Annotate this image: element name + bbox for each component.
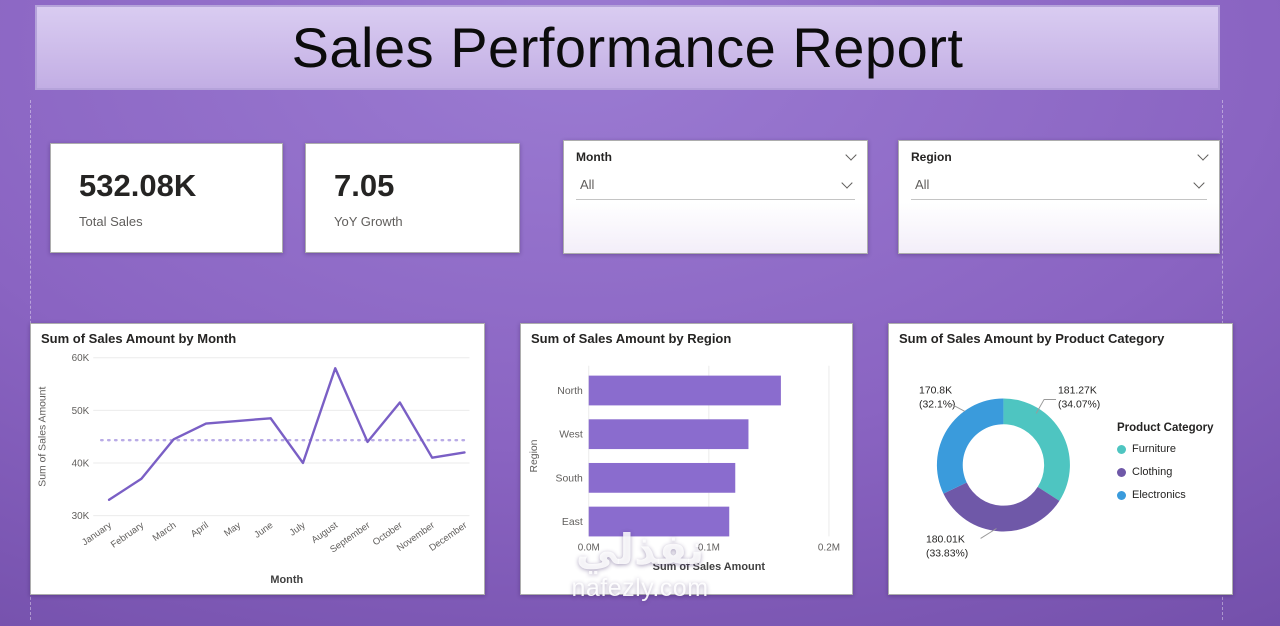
kpi-card-total-sales: 532.08K Total Sales	[50, 143, 283, 253]
svg-text:January: January	[79, 519, 113, 547]
donut-legend: Product Category Furniture Clothing Electr…	[1117, 422, 1231, 512]
slicer-region: Region All	[898, 140, 1220, 254]
slicer-month-title: Month	[576, 150, 612, 164]
legend-dot-icon	[1117, 490, 1126, 500]
svg-text:March: March	[150, 519, 178, 543]
slicer-month-header: Month	[576, 149, 857, 164]
svg-text:Sum of Sales Amount: Sum of Sales Amount	[653, 561, 766, 573]
svg-text:181.27K: 181.27K	[1058, 385, 1097, 396]
svg-text:West: West	[559, 430, 583, 441]
svg-text:February: February	[108, 519, 145, 550]
svg-text:South: South	[556, 473, 583, 484]
svg-text:180.01K: 180.01K	[926, 534, 965, 545]
kpi-label-yoy-growth: YoY Growth	[334, 214, 403, 229]
chevron-down-icon	[841, 176, 853, 189]
slicer-month-dropdown[interactable]: All	[576, 175, 855, 200]
svg-text:June: June	[252, 519, 275, 540]
legend-dot-icon	[1117, 444, 1126, 454]
kpi-label-total-sales: Total Sales	[79, 214, 143, 229]
legend-item-furniture[interactable]: Furniture	[1117, 443, 1231, 455]
svg-text:Sum of Sales Amount: Sum of Sales Amount	[38, 387, 49, 487]
chevron-down-icon[interactable]	[1197, 149, 1209, 161]
svg-text:40K: 40K	[72, 458, 90, 469]
legend-item-clothing[interactable]: Clothing	[1117, 466, 1231, 478]
svg-text:(34.07%): (34.07%)	[1058, 399, 1100, 410]
bar-chart-title: Sum of Sales Amount by Region	[531, 331, 732, 346]
svg-text:North: North	[557, 386, 583, 397]
svg-text:Region: Region	[529, 439, 540, 472]
svg-text:April: April	[188, 519, 210, 539]
legend-item-electronics[interactable]: Electronics	[1117, 489, 1231, 501]
line-chart-title: Sum of Sales Amount by Month	[41, 331, 237, 346]
svg-text:(32.1%): (32.1%)	[919, 399, 955, 410]
legend-title: Product Category	[1117, 422, 1214, 434]
svg-text:July: July	[287, 519, 307, 538]
slicer-region-dropdown[interactable]: All	[911, 175, 1207, 200]
chevron-down-icon[interactable]	[845, 149, 857, 161]
svg-text:Month: Month	[270, 574, 303, 586]
slicer-month: Month All	[563, 140, 868, 254]
svg-text:60K: 60K	[72, 353, 90, 364]
svg-text:0.1M: 0.1M	[698, 542, 720, 553]
slicer-month-value: All	[580, 177, 595, 192]
kpi-value-total-sales: 532.08K	[79, 168, 197, 203]
legend-items: Furniture Clothing Electronics	[1117, 443, 1231, 501]
svg-text:East: East	[562, 517, 583, 528]
legend-label: Clothing	[1132, 466, 1173, 478]
slicer-region-value: All	[915, 177, 930, 192]
legend-dot-icon	[1117, 467, 1126, 477]
svg-text:0.2M: 0.2M	[818, 542, 840, 553]
legend-label: Furniture	[1132, 443, 1177, 455]
kpi-card-yoy-growth: 7.05 YoY Growth	[305, 143, 520, 253]
chevron-down-icon	[1193, 176, 1205, 189]
bar-chart-card: Sum of Sales Amount by Region 0.0M 0.1M 0.…	[520, 323, 853, 595]
svg-text:30K: 30K	[72, 511, 90, 522]
svg-text:0.0M: 0.0M	[578, 542, 600, 553]
slicer-region-title: Region	[911, 150, 952, 164]
legend-label: Electronics	[1132, 489, 1186, 501]
line-chart-card: Sum of Sales Amount by Month 30K 40K 50K 60…	[30, 323, 485, 595]
donut-chart-title: Sum of Sales Amount by Product Category	[899, 331, 1165, 346]
report-title: Sales Performance Report	[291, 16, 964, 79]
slicer-region-header: Region	[911, 149, 1209, 164]
donut-chart-card: Sum of Sales Amount by Product Category …	[888, 323, 1233, 595]
svg-text:170.8K: 170.8K	[919, 385, 952, 396]
kpi-value-yoy-growth: 7.05	[334, 168, 395, 203]
svg-text:(33.83%): (33.83%)	[926, 548, 968, 559]
svg-text:May: May	[222, 519, 243, 538]
donut-chart[interactable]: 181.27K (34.07%) 180.01K (33.83%) 170.8K (32.…	[889, 324, 1232, 594]
svg-text:50K: 50K	[72, 406, 90, 417]
report-title-banner: Sales Performance Report	[35, 5, 1220, 90]
